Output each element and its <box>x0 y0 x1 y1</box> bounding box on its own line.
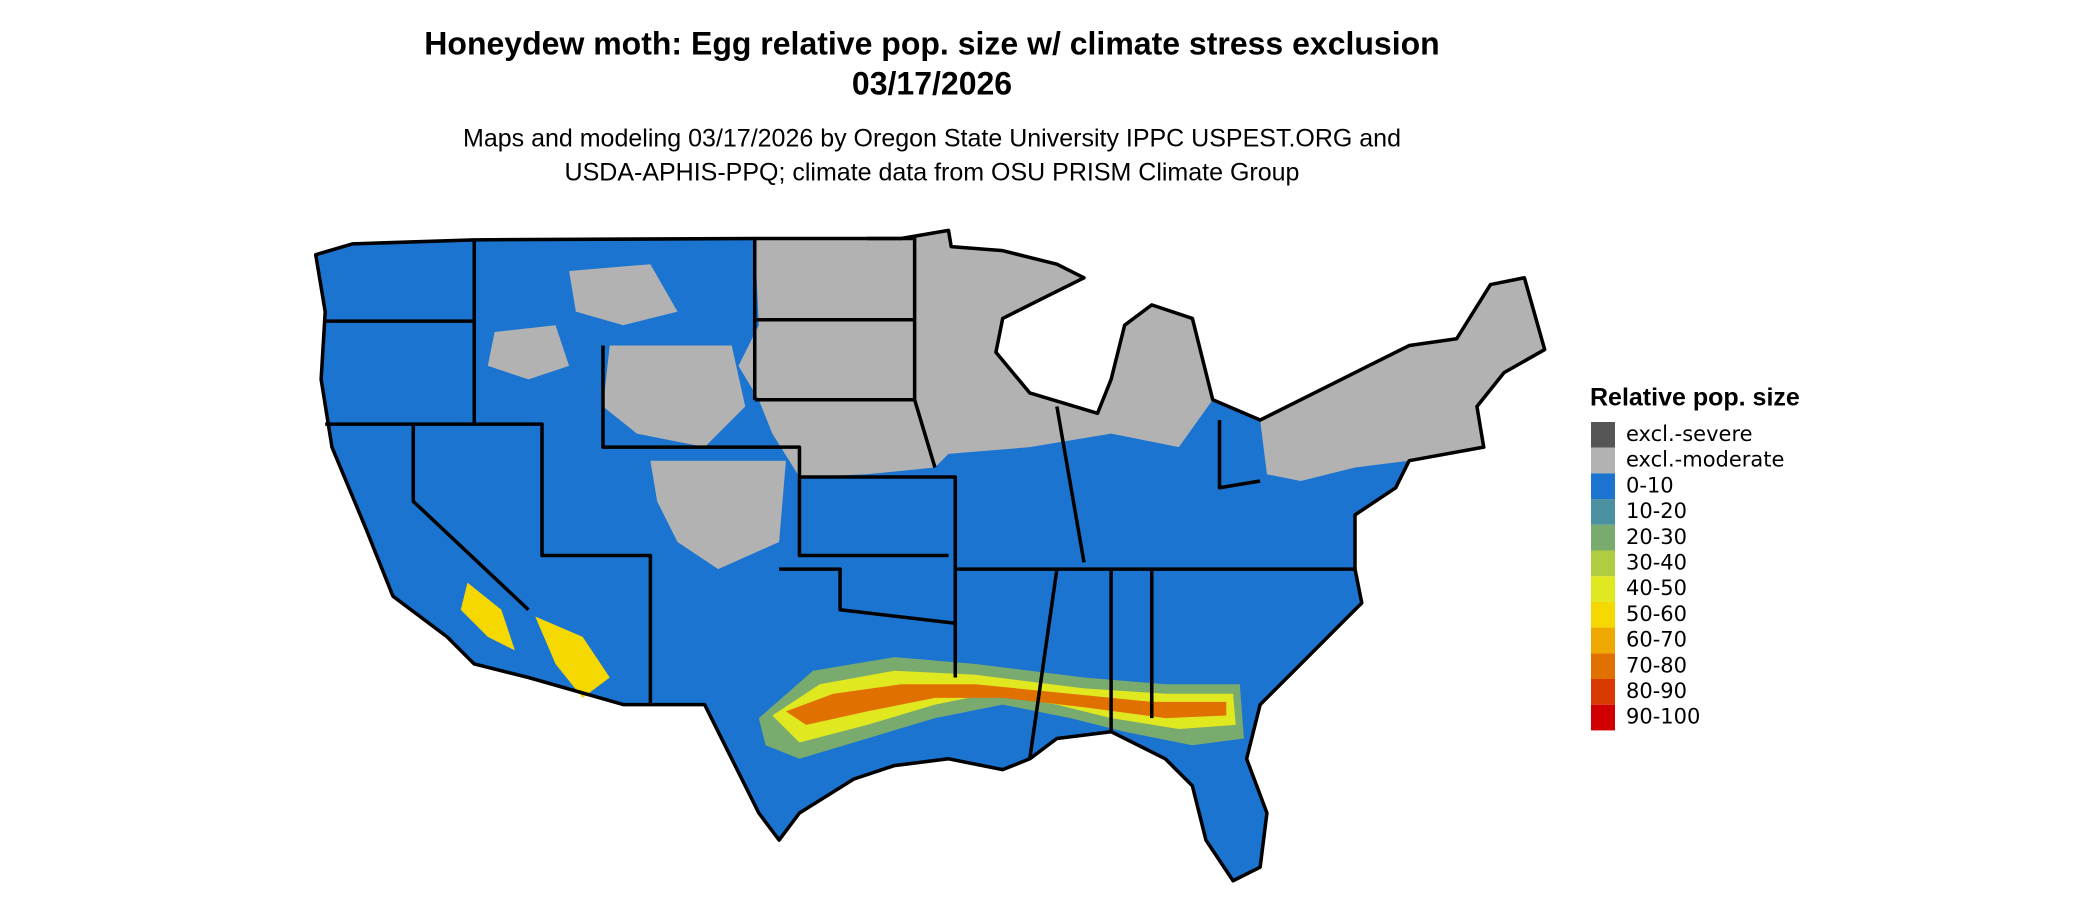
map-region <box>487 264 786 570</box>
legend-label: 0-10 <box>1626 473 1674 497</box>
legend-swatch <box>1591 447 1615 474</box>
legend-label: excl.-moderate <box>1626 448 1784 472</box>
legend-swatch <box>1591 704 1615 731</box>
state-borders <box>313 228 1547 883</box>
legend-swatch <box>1591 473 1615 500</box>
title-date: 03/17/2026 <box>852 65 1012 101</box>
legend-label: 60-70 <box>1626 628 1687 652</box>
map-region <box>785 684 1227 725</box>
legend-swatch <box>1591 627 1615 654</box>
legend-title: Relative pop. size <box>1590 384 1800 412</box>
legend-swatch <box>1591 679 1615 705</box>
map-region <box>738 230 1213 477</box>
legend-label: 80-90 <box>1626 679 1687 703</box>
map-region <box>460 582 610 698</box>
title: Honeydew moth: Egg relative pop. size w/… <box>424 25 1439 61</box>
legend-swatch <box>1591 499 1615 525</box>
legend-label: 50-60 <box>1626 602 1687 626</box>
legend-swatch <box>1591 422 1615 448</box>
legend-label: 40-50 <box>1626 576 1687 600</box>
legend-label: 30-40 <box>1626 551 1687 575</box>
legend-label: excl.-severe <box>1626 422 1753 446</box>
subtitle: Maps and modeling 03/17/2026 by Oregon S… <box>463 125 1401 153</box>
map-region <box>1260 277 1545 482</box>
legend-swatch <box>1591 524 1615 551</box>
legend-label: 90-100 <box>1626 705 1700 729</box>
legend-label: 70-80 <box>1626 653 1687 677</box>
legend-label: 20-30 <box>1626 525 1687 549</box>
legend: Relative pop. size excl.-severeexcl.-mod… <box>1590 384 1800 731</box>
legend-swatch <box>1591 576 1615 602</box>
legend-swatch <box>1591 653 1615 679</box>
subtitle: USDA-APHIS-PPQ; climate data from OSU PR… <box>565 159 1300 187</box>
legend-swatch <box>1591 601 1615 628</box>
map <box>313 228 1547 883</box>
legend-label: 10-20 <box>1626 499 1687 523</box>
legend-swatch <box>1591 550 1615 577</box>
